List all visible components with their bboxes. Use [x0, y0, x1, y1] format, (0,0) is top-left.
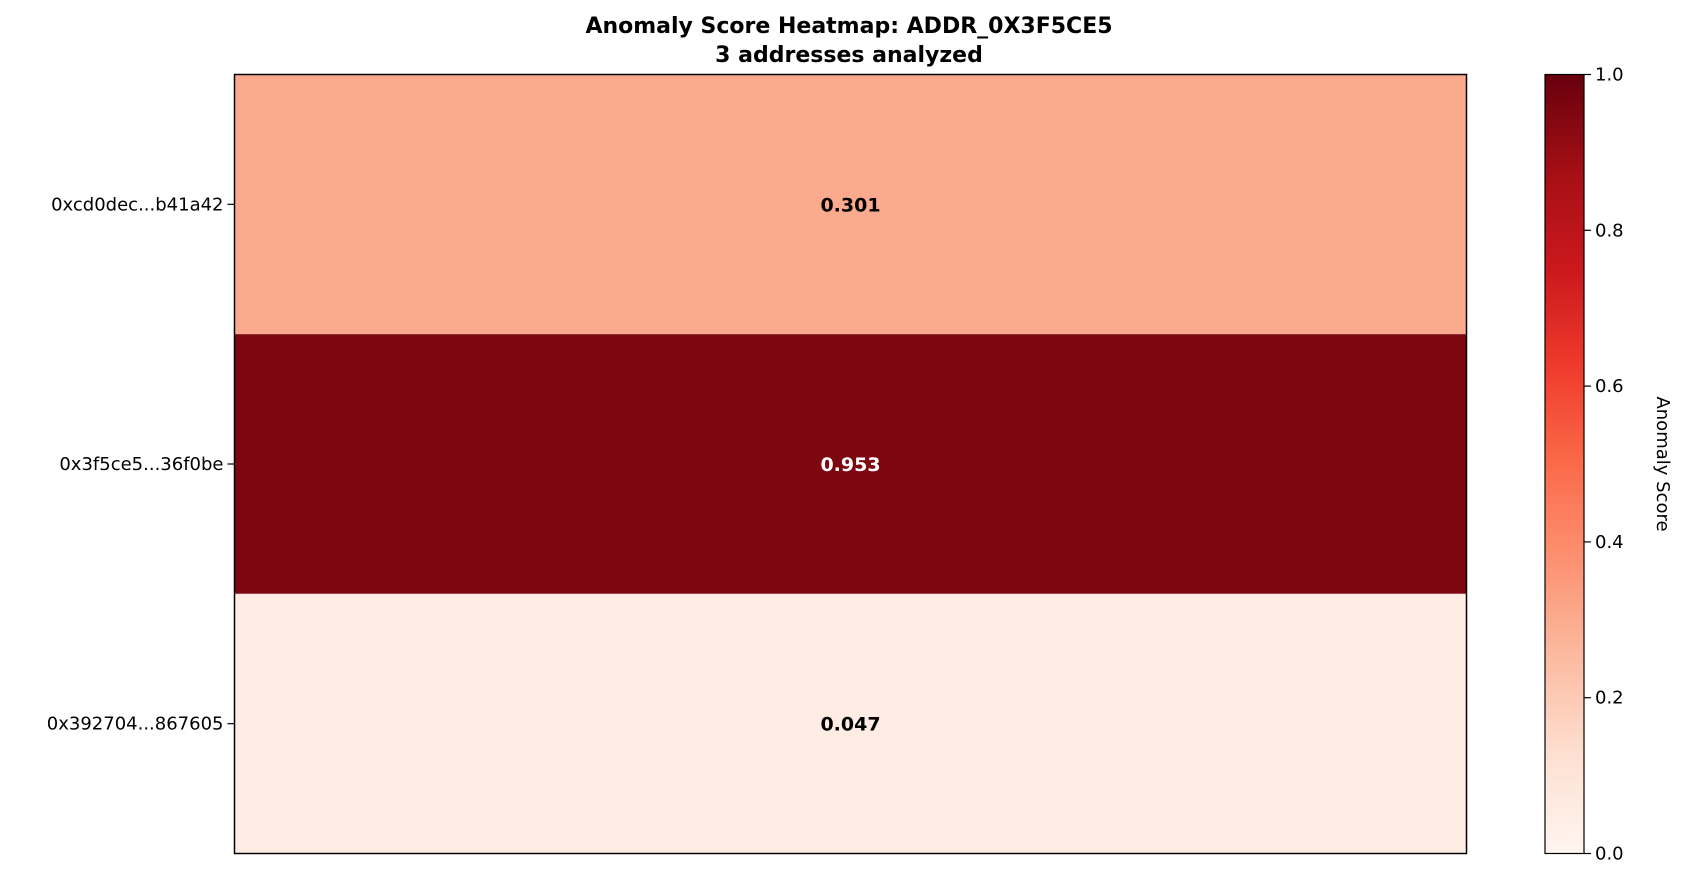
colorbar-tick-label: 0.8 — [1595, 220, 1624, 241]
colorbar-tick-label: 1.0 — [1595, 65, 1624, 86]
chart-subtitle: 3 addresses analyzed — [715, 43, 983, 68]
row-axis: 0xcd0dec...b41a42 0x3f5ce5...36f0be 0x3927… — [47, 194, 235, 735]
heatmap-cell — [234, 74, 1467, 335]
colorbar-tick-label: 0.2 — [1595, 688, 1624, 709]
row-tick-label: 0xcd0dec...b41a42 — [51, 194, 223, 215]
row-tick-label: 0x3f5ce5...36f0be — [59, 454, 223, 475]
row-tick-label: 0x392704...867605 — [47, 714, 224, 735]
colorbar-axis: 0.0 0.2 0.4 0.6 0.8 1.0 — [1584, 65, 1624, 865]
colorbar-tick-label: 0.4 — [1595, 532, 1624, 553]
cell-value-label: 0.953 — [820, 454, 880, 476]
colorbar — [1544, 73, 1585, 855]
heatmap-cell — [234, 593, 1467, 854]
colorbar-label: Anomaly Score — [1652, 396, 1673, 531]
chart-title: Anomaly Score Heatmap: ADDR_0X3F5CE5 — [585, 14, 1112, 39]
heatmap-frame — [233, 73, 1468, 855]
cell-value-label: 0.047 — [820, 714, 880, 736]
colorbar-tick-label: 0.0 — [1595, 844, 1624, 865]
heatmap-cells: 0.301 0.953 0.047 — [234, 74, 1467, 854]
cell-value-label: 0.301 — [820, 194, 880, 216]
heatmap-cell — [234, 334, 1467, 594]
colorbar-tick-label: 0.6 — [1595, 376, 1624, 397]
